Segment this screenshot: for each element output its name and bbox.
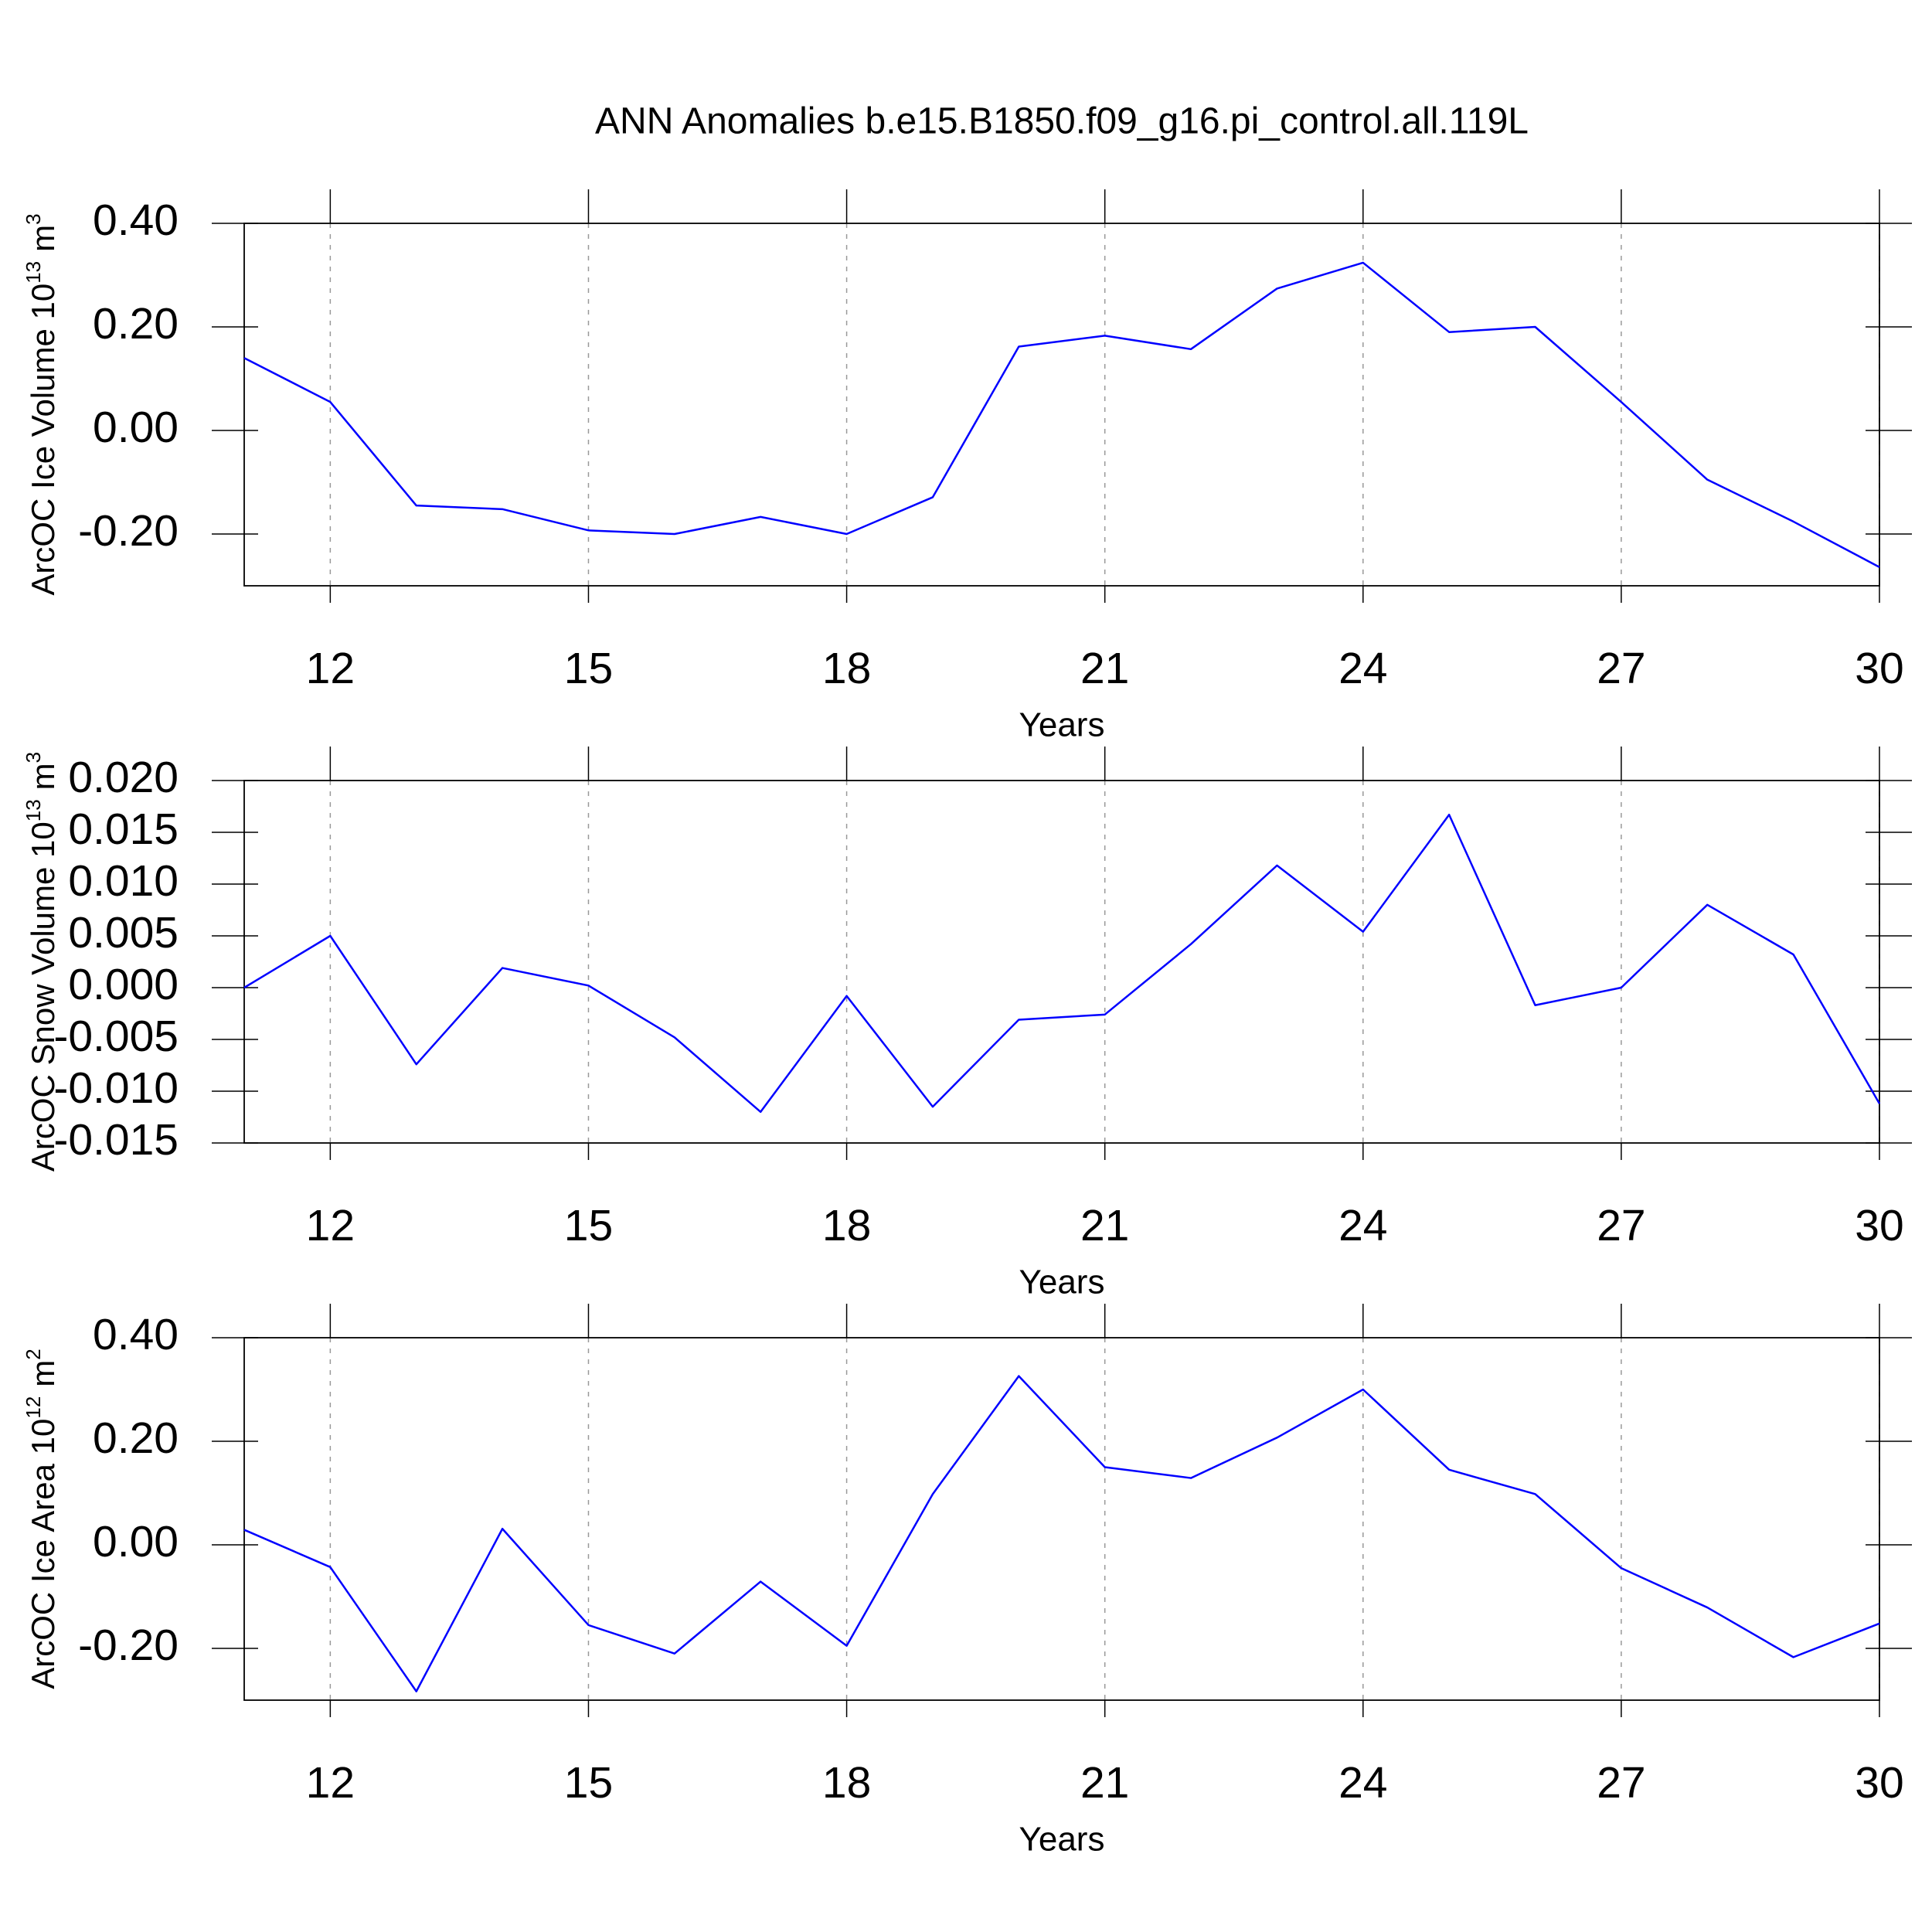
- x-tick-label: 24: [1338, 1201, 1387, 1250]
- x-tick-label: 24: [1338, 644, 1387, 693]
- y-tick-label: 0.015: [68, 804, 179, 854]
- figure-title: ANN Anomalies b.e15.B1850.f09_g16.pi_con…: [595, 101, 1529, 142]
- y-tick-label: -0.20: [78, 506, 179, 556]
- y-tick-label: 0.00: [93, 1517, 179, 1566]
- y-axis-label: ArcOC Ice Volume 1013 m3: [22, 213, 61, 595]
- y-tick-label: -0.005: [53, 1012, 179, 1061]
- x-tick-label: 18: [822, 1758, 871, 1808]
- y-axis-label-exponent: 13: [22, 261, 45, 284]
- plot-frame: [243, 780, 1880, 1144]
- y-axis-label-unit: m: [25, 763, 61, 790]
- x-tick-label: 24: [1338, 1758, 1387, 1808]
- y-tick-label: 0.010: [68, 856, 179, 906]
- y-axis-label-unit-exponent: 2: [22, 1349, 45, 1359]
- x-tick-label: 27: [1597, 1758, 1645, 1808]
- y-tick-label: -0.20: [78, 1621, 179, 1670]
- y-axis-label-text: ArcOC Snow Volume 10: [25, 821, 61, 1172]
- x-tick-label: 15: [564, 644, 613, 693]
- data-line: [243, 261, 1880, 568]
- x-axis-label: Years: [1019, 706, 1105, 744]
- x-tick-label: 27: [1597, 1201, 1645, 1250]
- y-tick-label: 0.40: [93, 1310, 179, 1359]
- x-tick-label: 12: [306, 1758, 355, 1808]
- y-axis-label-exponent: 12: [22, 1396, 45, 1419]
- y-axis-label-unit-exponent: 3: [22, 213, 45, 224]
- y-axis-label-unit: m: [25, 1360, 61, 1387]
- y-tick-label: 0.20: [93, 1413, 179, 1463]
- y-tick-label: 0.000: [68, 960, 179, 1009]
- y-axis-label-exponent: 13: [22, 799, 45, 821]
- data-line: [243, 1375, 1880, 1692]
- x-axis-label: Years: [1019, 1821, 1105, 1859]
- y-axis-label-text: ArcOC Ice Area 10: [25, 1419, 61, 1689]
- y-tick-label: -0.015: [53, 1115, 179, 1165]
- y-axis-label-unit: m: [25, 225, 61, 252]
- x-tick-label: 15: [564, 1758, 613, 1808]
- y-tick-label: 0.20: [93, 299, 179, 349]
- y-tick-label: 0.020: [68, 753, 179, 802]
- x-tick-label: 27: [1597, 644, 1645, 693]
- x-axis-label: Years: [1019, 1264, 1105, 1301]
- x-tick-label: 30: [1855, 1201, 1903, 1250]
- data-line: [243, 813, 1881, 1114]
- y-axis-label-text: ArcOC Ice Volume 10: [25, 284, 61, 596]
- x-tick-label: 12: [306, 1201, 355, 1250]
- x-tick-label: 18: [822, 1201, 871, 1250]
- y-tick-label: 0.00: [93, 403, 179, 452]
- plot-frame: [243, 223, 1880, 587]
- y-tick-label: -0.010: [53, 1063, 179, 1113]
- y-tick-label: 0.005: [68, 908, 179, 957]
- y-axis-label: ArcOC Ice Area 1012 m2: [22, 1349, 61, 1689]
- y-axis-label-unit-exponent: 3: [22, 752, 45, 763]
- x-tick-label: 18: [822, 644, 871, 693]
- x-tick-label: 21: [1080, 1201, 1129, 1250]
- x-tick-label: 30: [1855, 1758, 1903, 1808]
- x-tick-label: 30: [1855, 644, 1903, 693]
- x-tick-label: 12: [306, 644, 355, 693]
- x-tick-label: 21: [1080, 644, 1129, 693]
- plot-frame: [243, 1337, 1880, 1701]
- x-tick-label: 21: [1080, 1758, 1129, 1808]
- x-tick-label: 15: [564, 1201, 613, 1250]
- y-tick-label: 0.40: [93, 196, 179, 245]
- y-axis-label: ArcOC Snow Volume 1013 m3: [22, 752, 61, 1172]
